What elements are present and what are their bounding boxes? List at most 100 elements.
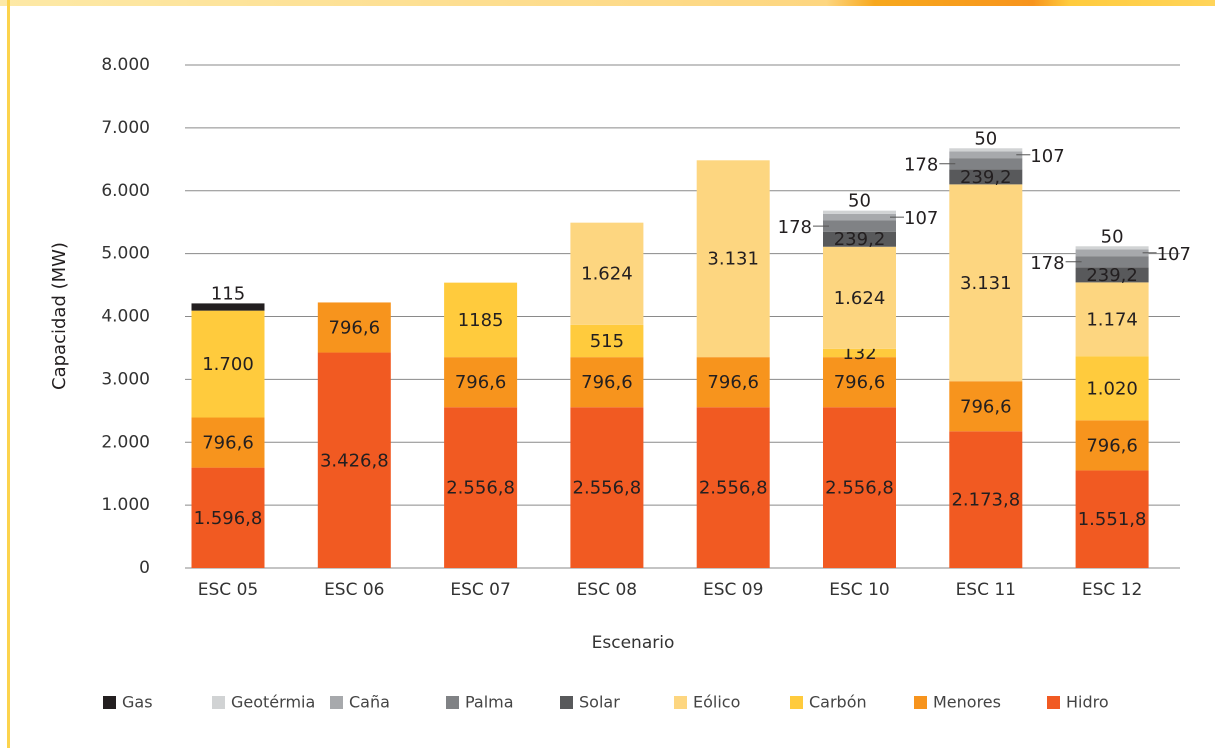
data-label: 796,6: [960, 396, 1012, 417]
bar-segment: [949, 184, 1023, 382]
data-label: 1.700: [202, 354, 254, 375]
legend-swatch: [560, 696, 573, 709]
bar-segment: [949, 158, 1023, 170]
data-label: 239,2: [834, 229, 886, 250]
legend-swatch: [330, 696, 343, 709]
bar-segment: [1075, 282, 1149, 357]
bar-segment: [191, 303, 265, 311]
bar-segment: [570, 324, 644, 358]
bar-segment: [823, 407, 896, 568]
bar-segment: [317, 302, 391, 353]
data-label: 239,2: [1086, 265, 1138, 286]
bar-segment: [444, 357, 518, 408]
legend-swatch: [914, 696, 927, 709]
x-tick-label: ESC 06: [324, 580, 384, 600]
data-label: 1.624: [834, 288, 886, 309]
bar-segment: [823, 220, 896, 232]
bar-segment: [823, 357, 896, 408]
data-label: 107: [1030, 146, 1064, 167]
left-border: [7, 0, 10, 748]
data-label: 50: [848, 191, 871, 212]
data-label: 107: [1157, 244, 1191, 265]
x-tick-label: ESC 09: [703, 580, 763, 600]
legend-label: Solar: [579, 693, 620, 712]
legend-label: Eólico: [693, 693, 740, 712]
legend-swatch: [1047, 696, 1060, 709]
x-tick-label: ESC 10: [829, 580, 889, 600]
data-label: 796,6: [834, 372, 886, 393]
data-label: 2.556,8: [699, 478, 768, 499]
bar-segment: [949, 148, 1023, 152]
data-label: 2.556,8: [446, 478, 515, 499]
legend-swatch: [103, 696, 116, 709]
data-label: 796,6: [707, 372, 759, 393]
data-label: 50: [1101, 226, 1124, 247]
bar-segment: [570, 407, 644, 568]
data-label: 515: [590, 331, 624, 352]
x-tick-label: ESC 05: [198, 580, 258, 600]
legend-swatch: [790, 696, 803, 709]
data-label: 1.020: [1086, 378, 1138, 399]
x-tick-label: ESC 11: [956, 580, 1016, 600]
legend-swatch: [446, 696, 459, 709]
data-label: 178: [904, 155, 938, 176]
data-label: 178: [1030, 253, 1064, 274]
bar-segment: [317, 352, 391, 568]
legend-label: Caña: [349, 693, 390, 712]
bar-segment: [1075, 267, 1149, 283]
y-tick-label: 7.000: [101, 118, 150, 138]
x-tick-label: ESC 12: [1082, 580, 1142, 600]
bar-segment: [696, 160, 770, 358]
data-label: 1.174: [1086, 309, 1138, 330]
legend-label: Palma: [465, 693, 514, 712]
x-tick-label: ESC 08: [577, 580, 637, 600]
bar-segment: [1075, 249, 1149, 257]
bar-segment: [823, 213, 896, 221]
x-axis-title: Escenario: [592, 633, 675, 653]
bar-segment: [1075, 356, 1149, 421]
data-label: 1.596,8: [194, 508, 263, 529]
y-tick-label: 1.000: [101, 495, 150, 515]
data-label: 796,6: [329, 317, 381, 338]
y-tick-label: 6.000: [101, 181, 150, 201]
bar-segment: [191, 417, 265, 468]
bar-segment: [1075, 256, 1149, 268]
bar-segment: [696, 407, 770, 568]
bar-segment: [823, 231, 896, 247]
bar-segment: [949, 381, 1023, 432]
data-label: 3.426,8: [320, 450, 389, 471]
data-label: 178: [778, 217, 812, 238]
y-axis-title: Capacidad (MW): [49, 242, 70, 390]
data-label: 1185: [458, 310, 504, 331]
top-strip: [0, 0, 1215, 6]
legend-label: Gas: [122, 693, 153, 712]
data-label: 2.556,8: [573, 478, 642, 499]
data-label: 796,6: [455, 372, 507, 393]
bar-segment: [444, 407, 518, 568]
legend-label: Hidro: [1066, 693, 1109, 712]
legend-label: Geotérmia: [231, 693, 315, 712]
bar-segment: [444, 282, 518, 358]
data-label: 3.131: [707, 249, 759, 270]
bar-segment: [949, 169, 1023, 185]
bar-segment: [823, 348, 896, 358]
bar-segment: [570, 222, 644, 325]
legend-label: Carbón: [809, 693, 867, 712]
data-label: 239,2: [960, 167, 1012, 188]
data-label: 1.624: [581, 264, 633, 285]
bar-segment: [1075, 470, 1149, 568]
legend-swatch: [212, 696, 225, 709]
data-label: 2.556,8: [825, 478, 894, 499]
data-label: 796,6: [581, 372, 633, 393]
bar-segment: [191, 467, 265, 568]
data-label: 1.551,8: [1078, 509, 1147, 530]
bar-segment: [949, 151, 1023, 159]
bar-segment: [1075, 246, 1149, 250]
bar-segment: [823, 246, 896, 349]
data-label: 107: [904, 208, 938, 229]
bar-segment: [823, 210, 896, 214]
bar-segment: [949, 431, 1023, 568]
data-label: 2.173,8: [951, 490, 1020, 511]
legend-label: Menores: [933, 693, 1001, 712]
